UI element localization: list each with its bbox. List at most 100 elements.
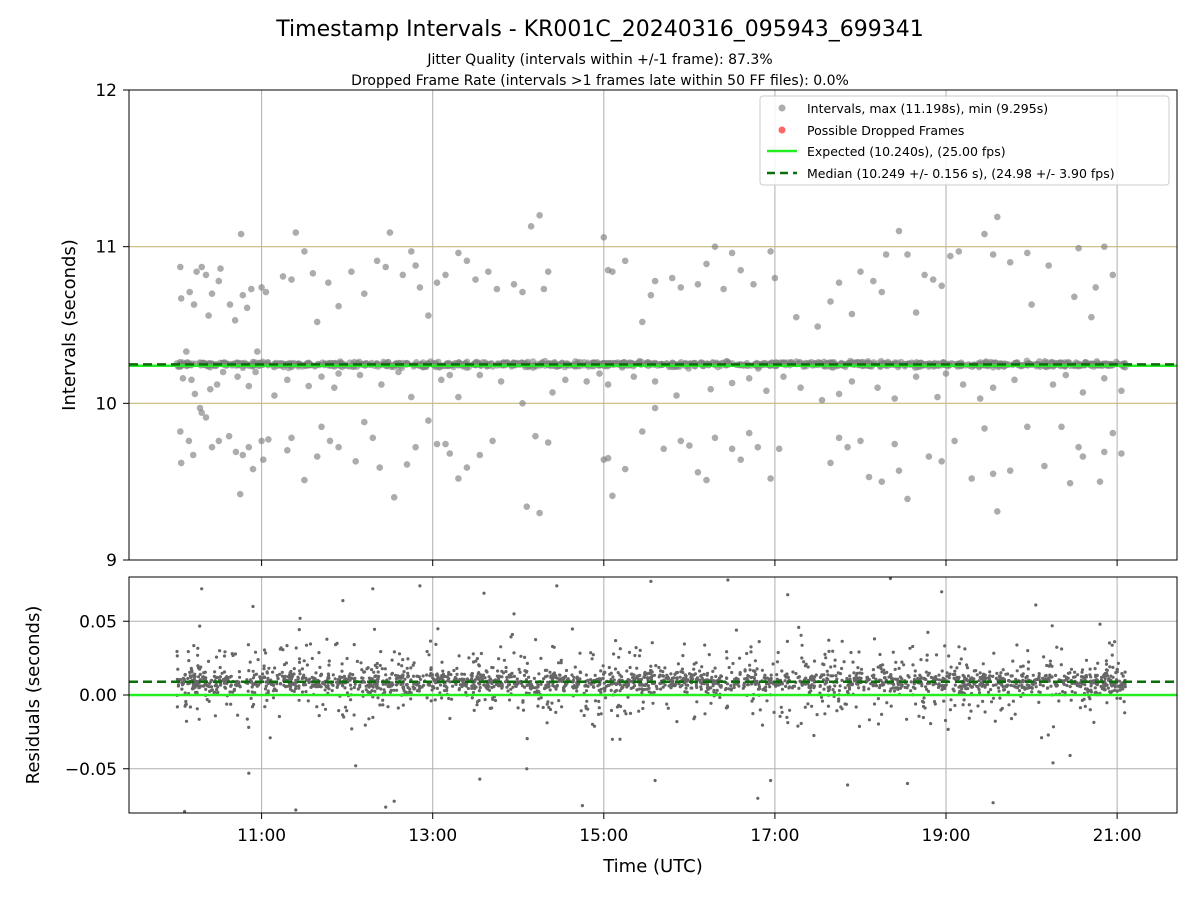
residual-point <box>548 688 552 692</box>
residual-point <box>1046 686 1050 690</box>
residual-point <box>880 712 884 717</box>
interval-point <box>728 379 736 387</box>
residual-point <box>1021 664 1025 668</box>
interval-point <box>190 301 198 308</box>
residual-point <box>1093 691 1097 695</box>
residual-point <box>1031 682 1035 687</box>
interval-point <box>318 373 325 381</box>
residual-point <box>1073 670 1077 674</box>
residual-point <box>209 685 214 689</box>
residual-point <box>195 707 199 711</box>
residual-point <box>1102 688 1106 692</box>
residual-point <box>282 676 286 680</box>
residual-point <box>709 701 713 705</box>
residual-point <box>1088 708 1092 712</box>
residual-point <box>384 805 388 809</box>
residual-point <box>294 646 298 650</box>
residual-point <box>406 671 410 675</box>
residual-point <box>584 706 588 710</box>
residual-point <box>379 687 383 691</box>
residual-point <box>340 675 344 680</box>
interval-point <box>438 376 445 384</box>
residual-point <box>252 673 256 677</box>
residual-point <box>831 688 835 692</box>
residual-point <box>352 643 356 647</box>
interval-point <box>1006 259 1014 266</box>
residual-point <box>264 684 268 688</box>
residual-point <box>536 685 540 689</box>
residual-point <box>197 717 201 721</box>
residual-point <box>184 699 188 704</box>
residual-point <box>843 702 847 706</box>
interval-point <box>234 373 241 381</box>
interval-point <box>177 295 185 302</box>
residual-point <box>298 672 302 676</box>
residual-point <box>625 669 629 673</box>
residual-point <box>245 717 249 721</box>
residual-point <box>215 675 219 680</box>
residual-point <box>418 677 423 682</box>
residual-point <box>1045 663 1049 668</box>
interval-point <box>326 437 334 445</box>
residual-point <box>713 666 717 670</box>
residual-point <box>944 683 948 687</box>
interval-point <box>767 248 774 255</box>
residual-point <box>695 676 700 680</box>
residual-point <box>958 689 962 694</box>
residual-point <box>1064 675 1069 679</box>
residual-point <box>765 699 769 703</box>
residual-point <box>857 650 861 654</box>
interval-point <box>442 440 449 448</box>
residual-point <box>570 627 575 631</box>
residual-point <box>302 659 306 663</box>
residual-point <box>1065 683 1069 688</box>
interval-point <box>630 373 638 381</box>
residual-point <box>483 698 487 702</box>
residual-point <box>776 650 780 655</box>
interval-point <box>239 291 247 299</box>
residual-point <box>533 690 537 694</box>
interval-point <box>346 359 354 367</box>
interval-point <box>536 212 543 219</box>
interval-point <box>1066 479 1074 487</box>
residual-point <box>802 660 806 664</box>
residual-point <box>1080 670 1084 674</box>
residual-point <box>967 682 972 686</box>
residual-point <box>837 697 841 701</box>
residual-point <box>833 684 837 688</box>
x-tick-label: 11:00 <box>237 826 286 846</box>
residual-point <box>202 671 206 675</box>
residual-point <box>392 650 396 654</box>
residual-point <box>718 684 722 688</box>
residual-point <box>671 679 675 683</box>
residual-point <box>438 683 443 687</box>
residual-point <box>304 643 309 647</box>
residual-point <box>719 674 724 678</box>
residual-point <box>618 683 623 687</box>
residual-point <box>492 685 496 689</box>
residual-point <box>1117 679 1122 683</box>
residual-point <box>729 684 733 688</box>
residual-point <box>1017 684 1021 688</box>
interval-point <box>878 478 886 486</box>
residual-point <box>661 685 665 689</box>
residual-point <box>796 724 800 728</box>
residual-point <box>561 688 566 693</box>
residual-point <box>302 676 306 680</box>
interval-point <box>609 268 616 276</box>
residual-point <box>427 653 431 657</box>
residual-point <box>349 698 353 702</box>
interval-point <box>865 473 873 481</box>
residual-point <box>898 675 903 679</box>
residual-point <box>867 677 871 682</box>
residual-point <box>991 696 996 700</box>
residual-point <box>1009 674 1013 678</box>
interval-point <box>1109 271 1117 279</box>
residual-point <box>1026 667 1030 671</box>
intervals-y-axis-label: Intervals (seconds) <box>59 239 80 411</box>
interval-point <box>651 378 659 385</box>
residual-point <box>452 668 456 673</box>
residual-point <box>345 656 349 661</box>
residual-point <box>786 721 790 725</box>
residual-point <box>894 660 898 664</box>
